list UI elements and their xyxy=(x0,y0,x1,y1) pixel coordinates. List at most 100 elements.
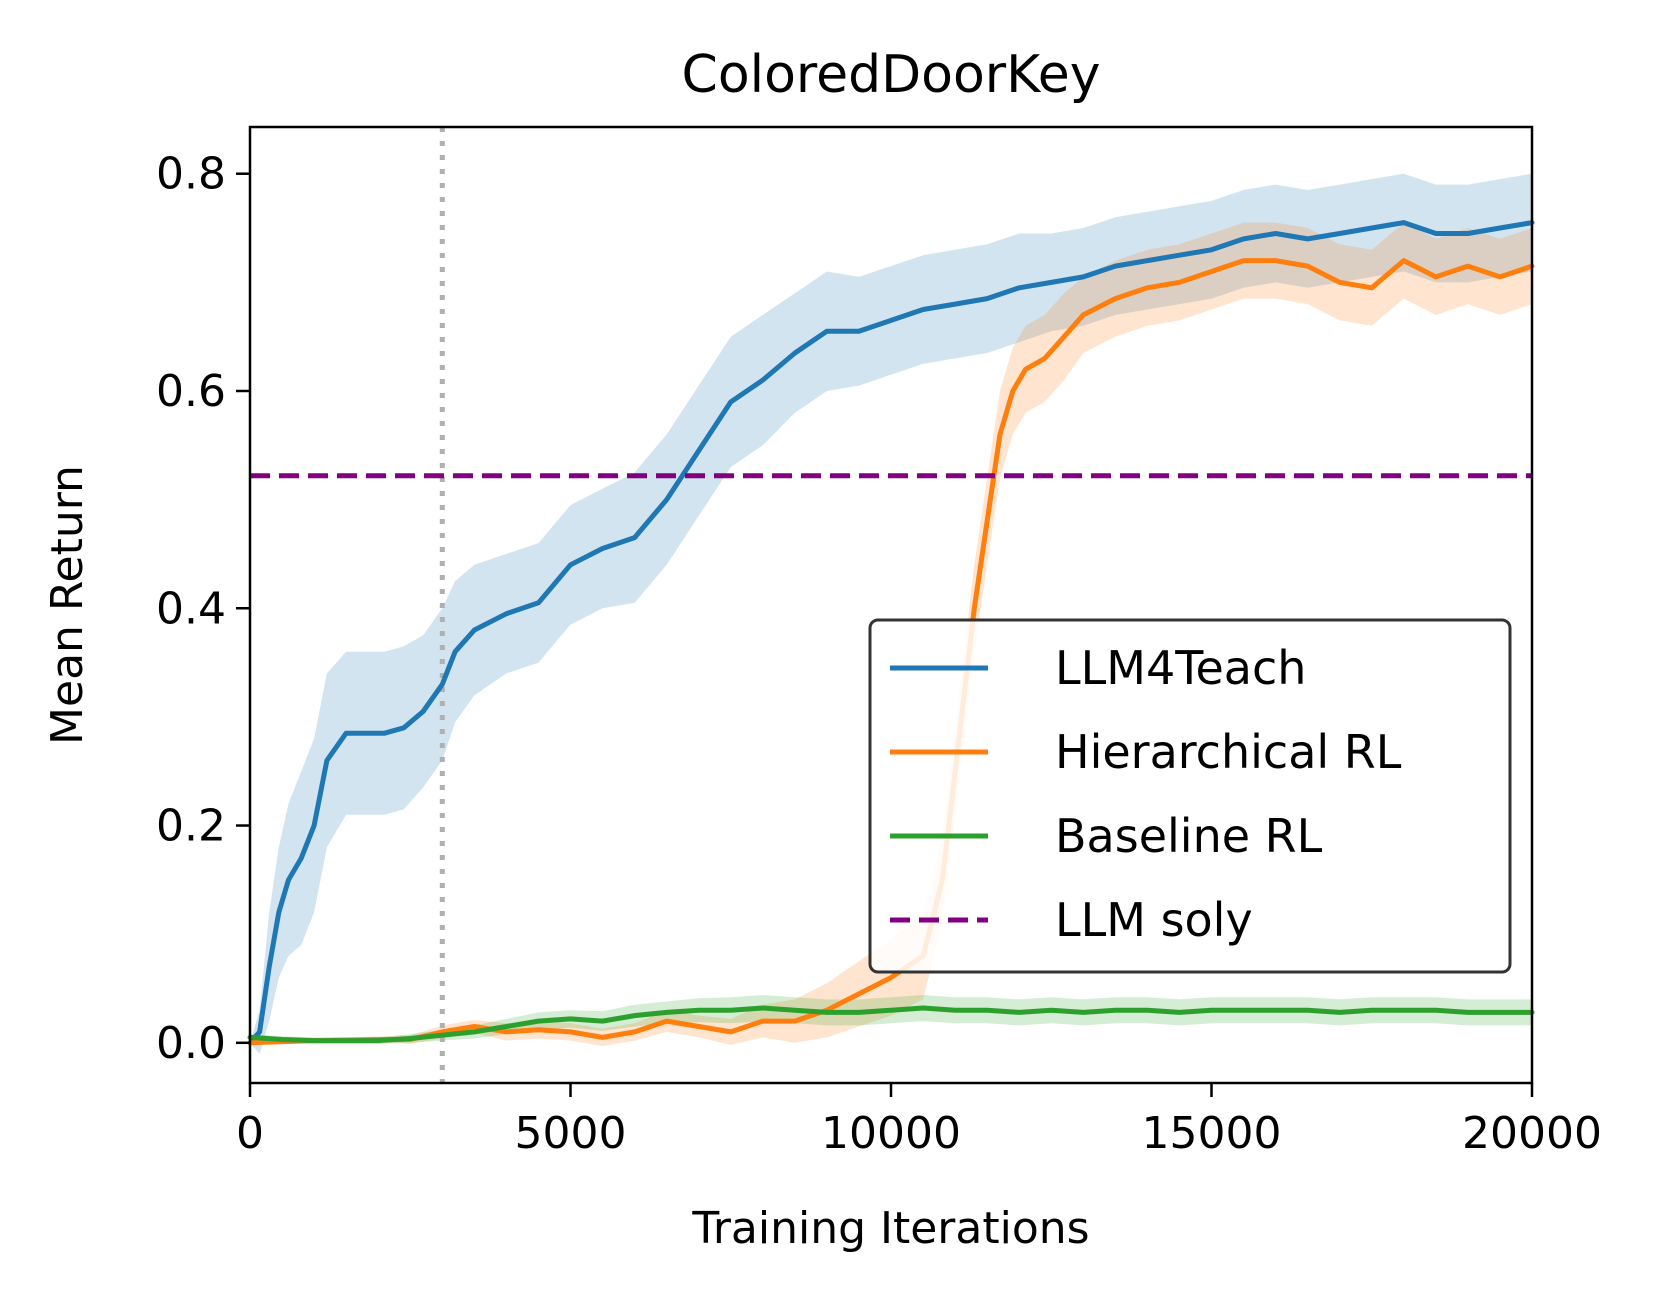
data-point-baseline xyxy=(1434,1008,1438,1012)
data-point-hierarchical xyxy=(985,519,989,523)
data-point-hierarchical xyxy=(972,606,976,610)
data-point-baseline xyxy=(857,1010,861,1014)
x-tick-label: 5000 xyxy=(515,1108,627,1159)
data-point-hierarchical xyxy=(633,1030,637,1034)
data-point-baseline xyxy=(280,1038,284,1042)
x-axis-title: Training Iterations xyxy=(691,1203,1089,1254)
data-point-baseline xyxy=(761,1006,765,1010)
data-point-baseline xyxy=(601,1019,605,1023)
data-point-hierarchical xyxy=(1498,275,1502,279)
data-point-hierarchical xyxy=(569,1030,573,1034)
data-point-hierarchical xyxy=(1177,280,1181,284)
data-point-llm4teach xyxy=(325,758,329,762)
data-point-baseline xyxy=(1017,1010,1021,1014)
data-point-baseline xyxy=(1177,1010,1181,1014)
data-point-hierarchical xyxy=(472,1025,476,1029)
data-point-hierarchical xyxy=(1242,259,1246,263)
data-point-llm4teach xyxy=(299,856,303,860)
x-tick-label: 10000 xyxy=(821,1108,961,1159)
data-point-hierarchical xyxy=(665,1019,669,1023)
data-point-hierarchical xyxy=(1145,286,1149,290)
data-point-llm4teach xyxy=(1274,231,1278,235)
data-point-hierarchical xyxy=(601,1035,605,1039)
data-point-llm4teach xyxy=(536,601,540,605)
data-point-baseline xyxy=(1338,1010,1342,1014)
data-point-hierarchical xyxy=(1210,269,1214,273)
x-tick-label: 0 xyxy=(236,1108,264,1159)
data-point-llm4teach xyxy=(1498,226,1502,230)
data-point-llm4teach xyxy=(793,351,797,355)
data-point-baseline xyxy=(1081,1010,1085,1014)
data-point-llm4teach xyxy=(1466,231,1470,235)
data-point-llm4teach xyxy=(1177,253,1181,257)
data-point-baseline xyxy=(697,1008,701,1012)
data-point-hierarchical xyxy=(1434,275,1438,279)
data-point-llm4teach xyxy=(312,824,316,828)
data-point-llm4teach xyxy=(440,682,444,686)
data-point-baseline xyxy=(408,1036,412,1040)
data-point-baseline xyxy=(1306,1008,1310,1012)
data-point-hierarchical xyxy=(1043,356,1047,360)
data-point-llm4teach xyxy=(1338,231,1342,235)
data-point-llm4teach xyxy=(258,1030,262,1034)
data-point-llm4teach xyxy=(286,878,290,882)
legend: LLM4Teach Hierarchical RL Baseline RL LLM s… xyxy=(868,618,1512,974)
chart-title: ColoredDoorKey xyxy=(682,45,1101,105)
data-point-hierarchical xyxy=(1370,286,1374,290)
x-tick-label: 15000 xyxy=(1142,1108,1282,1159)
data-point-hierarchical xyxy=(1306,264,1310,268)
data-point-llm4teach xyxy=(1049,280,1053,284)
data-point-llm4teach xyxy=(1402,221,1406,225)
data-point-hierarchical xyxy=(1274,259,1278,263)
series-line-llm4teach xyxy=(247,220,1535,1046)
data-point-baseline xyxy=(472,1030,476,1034)
data-point-hierarchical xyxy=(536,1028,540,1032)
data-point-baseline xyxy=(1113,1008,1117,1012)
data-point-llm4teach xyxy=(889,318,893,322)
data-point-baseline xyxy=(1466,1010,1470,1014)
data-point-baseline xyxy=(793,1008,797,1012)
data-point-llm4teach xyxy=(1145,259,1149,263)
data-point-hierarchical xyxy=(1081,313,1085,317)
data-point-llm4teach xyxy=(921,308,925,312)
data-point-baseline xyxy=(825,1010,829,1014)
data-point-llm4teach xyxy=(504,612,508,616)
data-point-baseline xyxy=(440,1033,444,1037)
data-point-baseline xyxy=(504,1025,508,1029)
data-point-hierarchical xyxy=(1466,264,1470,268)
data-point-llm4teach xyxy=(344,731,348,735)
data-point-hierarchical xyxy=(761,1019,765,1023)
y-tick-label: 0.2 xyxy=(156,801,226,852)
data-point-baseline xyxy=(985,1008,989,1012)
data-point-hierarchical xyxy=(729,1030,733,1034)
data-point-llm4teach xyxy=(601,547,605,551)
data-point-llm4teach xyxy=(761,378,765,382)
band-baseline xyxy=(250,995,1532,1044)
data-point-baseline xyxy=(536,1019,540,1023)
legend-label-baseline: Baseline RL xyxy=(1055,809,1323,863)
data-point-hierarchical xyxy=(504,1030,508,1034)
data-point-llm4teach xyxy=(825,329,829,333)
y-tick-label: 0.8 xyxy=(156,149,226,200)
data-point-baseline xyxy=(1274,1008,1278,1012)
data-point-llm4teach xyxy=(472,628,476,632)
data-point-hierarchical xyxy=(1062,335,1066,339)
y-tick-label: 0.4 xyxy=(156,583,226,634)
data-point-llm4teach xyxy=(729,400,733,404)
data-point-llm4teach xyxy=(1370,226,1374,230)
data-point-baseline xyxy=(344,1039,348,1043)
data-point-llm4teach xyxy=(857,329,861,333)
data-point-llm4teach xyxy=(569,563,573,567)
legend-label-hierarchical: Hierarchical RL xyxy=(1055,725,1402,779)
data-point-llm4teach xyxy=(363,731,367,735)
data-point-baseline xyxy=(312,1039,316,1043)
data-point-baseline xyxy=(1498,1010,1502,1014)
data-point-baseline xyxy=(921,1006,925,1010)
data-point-baseline xyxy=(1242,1008,1246,1012)
data-point-baseline xyxy=(1210,1008,1214,1012)
data-point-baseline xyxy=(633,1014,637,1018)
data-point-llm4teach xyxy=(421,709,425,713)
data-point-llm4teach xyxy=(453,650,457,654)
